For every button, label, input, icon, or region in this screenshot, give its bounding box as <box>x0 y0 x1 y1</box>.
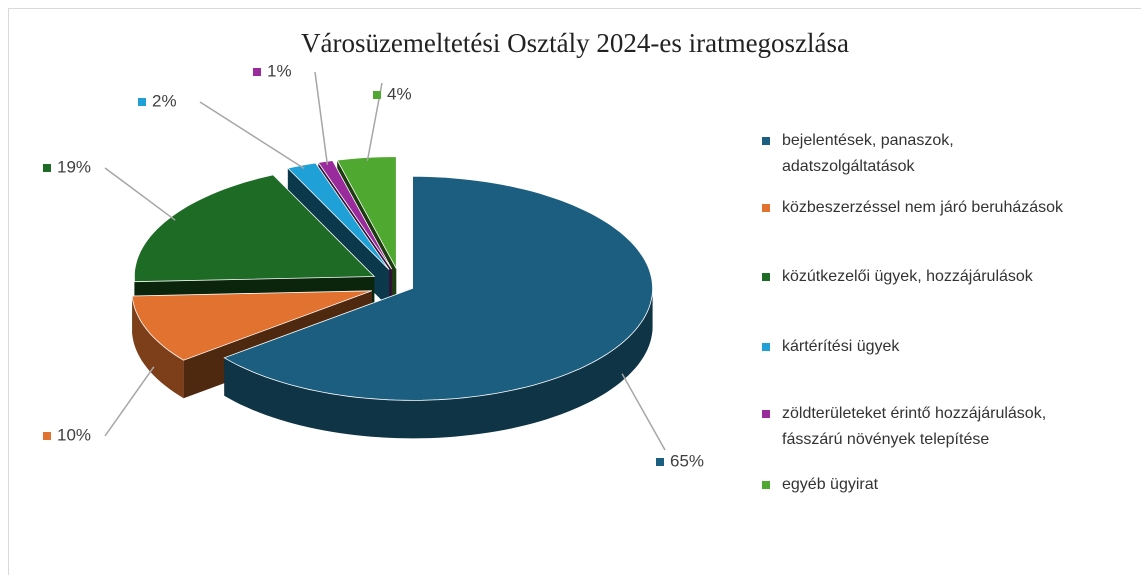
leader-line <box>314 71 329 165</box>
slice <box>131 290 373 361</box>
legend-label: bejelentések, panaszok, adatszolgáltatás… <box>782 132 954 175</box>
legend-label: közútkezelői ügyek, hozzájárulások <box>782 268 1033 285</box>
label-swatch <box>138 98 146 106</box>
leader-line <box>621 373 666 451</box>
data-label: 65% <box>670 451 704 470</box>
legend-entry: zöldterületeket érintő hozzájárulások, f… <box>760 401 1072 453</box>
leader-line <box>199 101 305 170</box>
legend-label: kártérítési ügyek <box>782 338 900 355</box>
label-swatch <box>373 91 381 99</box>
legend-entry: egyéb ügyirat <box>760 472 1142 498</box>
data-label: 4% <box>387 84 412 103</box>
label-swatch <box>43 164 51 172</box>
legend-label: egyéb ügyirat <box>782 476 879 493</box>
legend-entry: bejelentések, panaszok, adatszolgáltatás… <box>760 128 1072 180</box>
slice-wall <box>132 296 184 399</box>
data-label: 19% <box>57 157 91 176</box>
legend-swatch <box>762 343 770 351</box>
legend-swatch <box>762 410 770 418</box>
leader-line <box>104 366 155 437</box>
data-label: 2% <box>152 91 177 110</box>
label-swatch <box>253 68 261 76</box>
legend-swatch <box>762 481 770 489</box>
slice-wall <box>224 288 653 439</box>
legend-swatch <box>762 137 770 145</box>
legend-entry: közútkezelői ügyek, hozzájárulások <box>760 264 1142 290</box>
leader-line <box>104 167 176 221</box>
slice <box>286 162 390 270</box>
label-swatch <box>43 432 51 440</box>
legend-entry: kártérítési ügyek <box>760 334 1142 360</box>
label-swatch <box>656 458 664 466</box>
slice <box>336 156 397 269</box>
slice <box>223 176 654 401</box>
data-label: 10% <box>57 425 91 444</box>
legend-swatch <box>762 273 770 281</box>
data-label: 1% <box>267 61 292 80</box>
legend-swatch <box>762 204 770 212</box>
slice <box>134 174 376 283</box>
slice <box>317 160 393 270</box>
chart-title: Városüzemeltetési Osztály 2024-es iratme… <box>301 28 849 58</box>
chart-frame <box>8 8 1141 575</box>
legend-label: zöldterületeket érintő hozzájárulások, f… <box>782 405 1047 448</box>
legend-entry: közbeszerzéssel nem járó beruházások <box>760 195 1072 221</box>
legend-label: közbeszerzéssel nem járó beruházások <box>782 199 1064 216</box>
